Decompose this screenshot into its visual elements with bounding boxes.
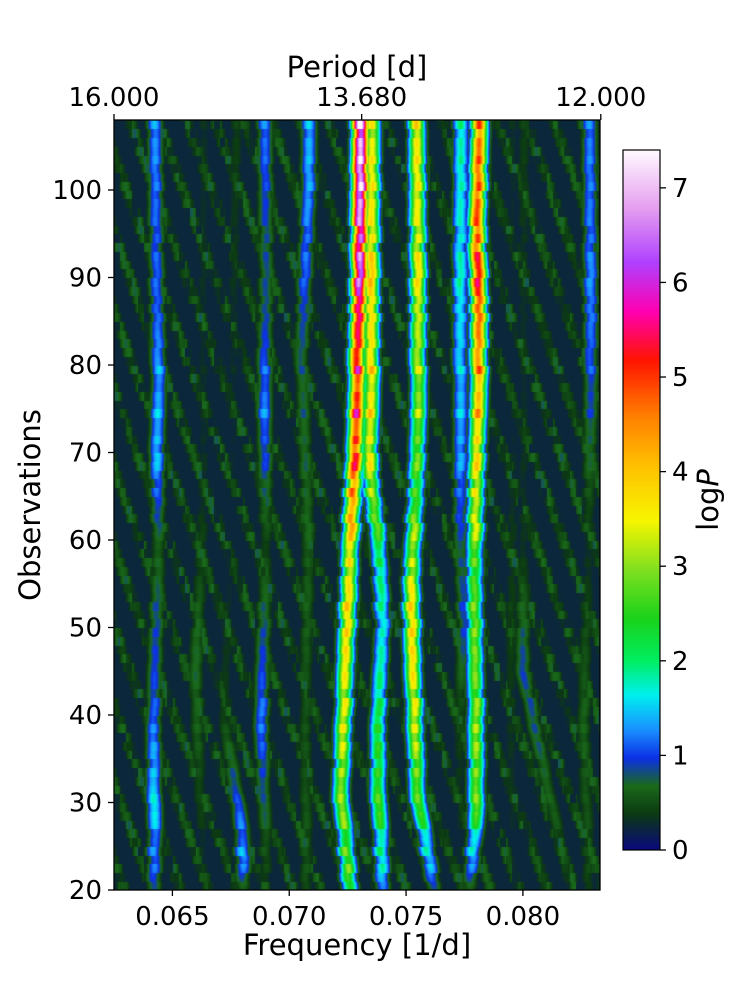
x-axis-title: Frequency [1/d] bbox=[243, 928, 471, 962]
colorbar-tick-label: 4 bbox=[672, 458, 689, 488]
plot-frame bbox=[113, 119, 601, 891]
colorbar-tick-label: 2 bbox=[672, 647, 689, 677]
y-tick-label: 90 bbox=[69, 264, 102, 294]
colorbar-tick-label: 3 bbox=[672, 552, 689, 582]
top-axis-title: Period [d] bbox=[287, 50, 428, 84]
colorbar-frame bbox=[622, 149, 661, 851]
y-tick-label: 30 bbox=[69, 789, 102, 819]
y-tick-label: 50 bbox=[69, 614, 102, 644]
colorbar-title: logP bbox=[691, 469, 725, 531]
colorbar-tick-label: 7 bbox=[672, 174, 689, 204]
x-tick-label: 0.070 bbox=[252, 902, 326, 932]
colorbar-gradient bbox=[623, 150, 660, 850]
y-axis-title: Observations bbox=[13, 409, 47, 601]
top-tick-label: 12.000 bbox=[555, 83, 646, 113]
y-tick-label: 70 bbox=[69, 439, 102, 469]
y-tick-label: 40 bbox=[69, 701, 102, 731]
colorbar-tick-label: 0 bbox=[672, 836, 689, 866]
x-tick-label: 0.065 bbox=[135, 902, 209, 932]
x-tick-label: 0.075 bbox=[369, 902, 443, 932]
top-tick-label: 16.000 bbox=[69, 83, 160, 113]
heatmap-image bbox=[114, 120, 600, 890]
y-tick-label: 80 bbox=[69, 351, 102, 381]
top-tick-label: 13.680 bbox=[316, 83, 407, 113]
colorbar-tick-label: 6 bbox=[672, 268, 689, 298]
y-axis-ticks: 20 30 40 50 60 70 80 90 100 bbox=[52, 176, 114, 906]
colorbar-tick-label: 1 bbox=[672, 741, 689, 771]
y-tick-label: 60 bbox=[69, 526, 102, 556]
colorbar-ticks: 0 1 2 3 4 5 6 7 bbox=[660, 174, 689, 866]
top-axis-ticks: 16.000 13.680 12.000 bbox=[69, 83, 646, 120]
x-axis-ticks: 0.065 0.070 0.075 0.080 bbox=[135, 890, 560, 932]
colorbar-tick-label: 5 bbox=[672, 363, 689, 393]
colorbar-title-var: P bbox=[691, 469, 725, 487]
y-tick-label: 100 bbox=[52, 176, 102, 206]
colorbar-title-prefix: log bbox=[691, 487, 725, 531]
x-tick-label: 0.080 bbox=[486, 902, 560, 932]
y-tick-label: 20 bbox=[69, 876, 102, 906]
